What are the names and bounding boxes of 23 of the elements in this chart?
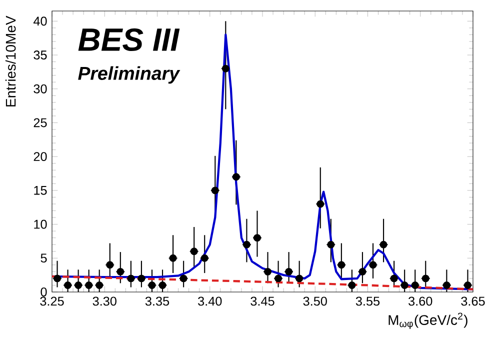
y-tick-label: 0 [40,288,47,296]
x-tick-label: 3.50 [303,296,327,306]
y-tick-label: 25 [34,118,47,128]
x-axis-title: M$_{ωφ}$(GeV/c$^{2}$) [388,312,468,330]
x-tick-label: 3.55 [356,296,380,306]
x-tick-label: 3.60 [408,296,432,306]
x-tick-label: 3.30 [92,296,116,306]
y-tick-label: 40 [34,16,47,26]
y-tick-label: 20 [34,152,47,162]
y-tick-label: 5 [40,254,47,263]
y-tick-label: 15 [34,186,47,195]
x-tick-label: 3.65 [461,296,485,306]
y-axis-title: Entries/10MeV [5,16,16,106]
x-tick-label: 3.35 [145,296,170,306]
annotation: Preliminary [78,66,180,84]
y-tick-label: 30 [34,84,47,94]
x-tick-label: 3.45 [250,296,274,306]
y-tick-label: 35 [34,50,47,60]
x-tick-label: 3.40 [198,296,222,306]
y-tick-label: 10 [34,220,47,229]
line-series [50,275,474,290]
annotation: BES III [78,28,180,52]
x-tick-label: 3.25 [40,296,64,306]
